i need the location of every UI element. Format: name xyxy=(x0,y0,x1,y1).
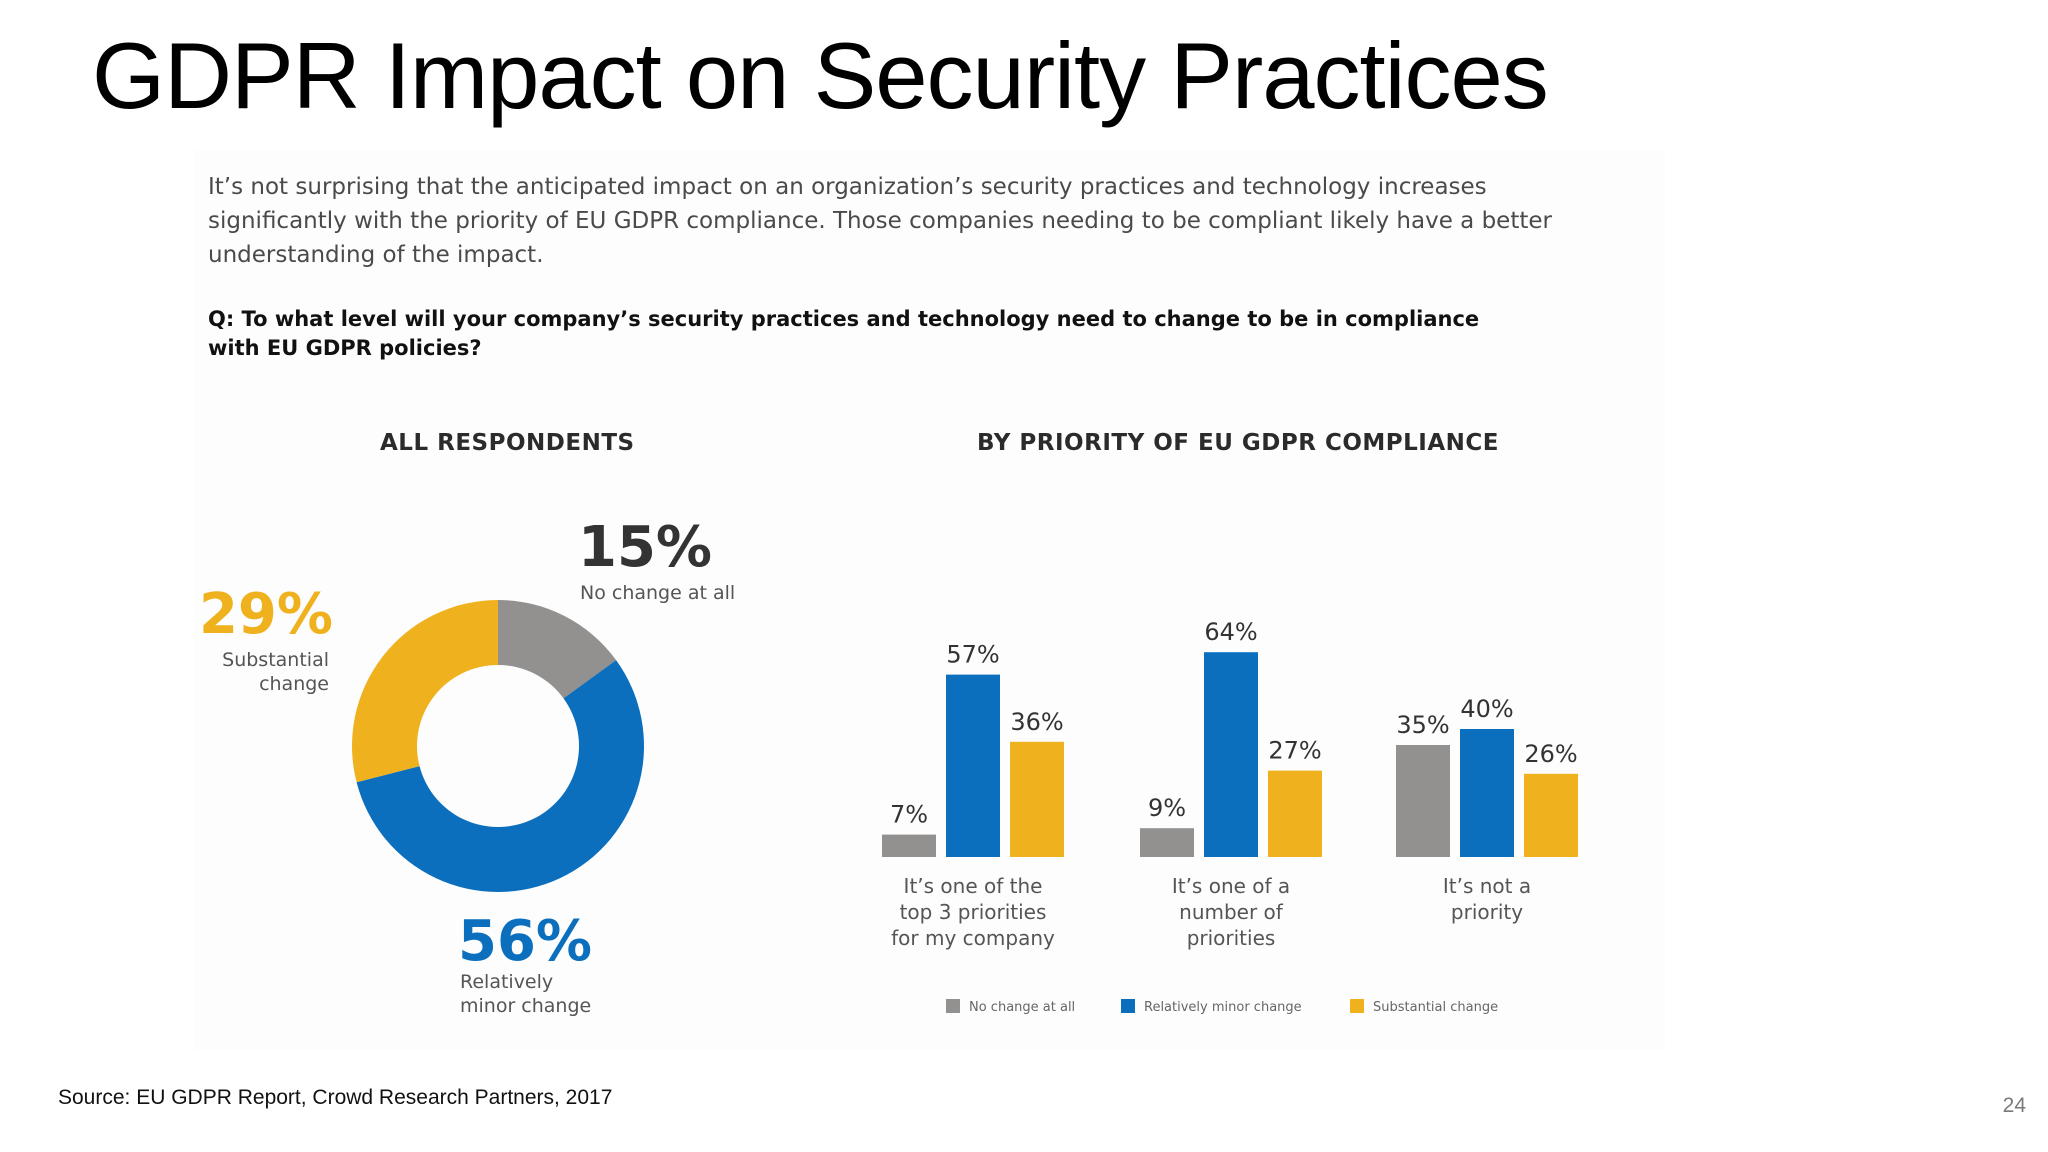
donut-value-label-substantial-change: 29% xyxy=(199,582,333,647)
bar-3-substantial-change xyxy=(1524,773,1578,857)
bar-value-label-1-substantial-change: 36% xyxy=(1010,708,1063,736)
source-citation: Source: EU GDPR Report, Crowd Research P… xyxy=(58,1086,613,1109)
bar-2-relatively-minor-change xyxy=(1204,652,1258,857)
slide-title: GDPR Impact on Security Practices xyxy=(92,23,1549,128)
donut-value-label-no-change-at-all: 15% xyxy=(578,515,712,580)
bar-category-label-1-line-1: It’s one of the xyxy=(904,874,1043,898)
donut-category-label-no-change-at-all-line-1: No change at all xyxy=(580,582,735,604)
bar-value-label-1-no-change-at-all: 7% xyxy=(890,801,928,829)
legend-swatch-substantial-change xyxy=(1350,999,1364,1013)
bar-2-no-change-at-all xyxy=(1140,828,1194,857)
bar-value-label-2-substantial-change: 27% xyxy=(1268,737,1321,765)
intro-paragraph: It’s not surprising that the anticipated… xyxy=(208,170,1628,272)
bar-3-relatively-minor-change xyxy=(1460,729,1514,857)
chart-panel xyxy=(195,150,1665,1050)
legend-swatch-no-change-at-all xyxy=(946,999,960,1013)
bar-chart-title: BY PRIORITY OF EU GDPR COMPLIANCE xyxy=(977,430,1499,456)
bar-1-relatively-minor-change xyxy=(946,674,1000,857)
legend-swatch-relatively-minor-change xyxy=(1121,999,1135,1013)
bar-1-no-change-at-all xyxy=(882,834,936,857)
bar-value-label-3-no-change-at-all: 35% xyxy=(1396,711,1449,739)
donut-category-label-relatively-minor-change-line-2: minor change xyxy=(460,995,591,1017)
page-number: 24 xyxy=(2002,1094,2026,1117)
legend-label-substantial-change: Substantial change xyxy=(1373,1000,1498,1015)
donut-category-label-relatively-minor-change-line-1: Relatively xyxy=(460,971,553,993)
question-text: Q: To what level will your company’s sec… xyxy=(208,307,1480,360)
bar-category-label-2-line-2: number of xyxy=(1179,900,1284,924)
bar-2-substantial-change xyxy=(1268,770,1322,857)
bar-value-label-3-substantial-change: 26% xyxy=(1524,740,1577,768)
bar-category-label-3-line-1: It’s not a xyxy=(1443,874,1531,898)
bar-value-label-3-relatively-minor-change: 40% xyxy=(1460,695,1513,723)
legend-label-no-change-at-all: No change at all xyxy=(969,1000,1075,1015)
bar-1-substantial-change xyxy=(1010,741,1064,857)
bar-value-label-2-no-change-at-all: 9% xyxy=(1148,794,1186,822)
bar-category-label-2-line-1: It’s one of a xyxy=(1172,874,1290,898)
bar-value-label-1-relatively-minor-change: 57% xyxy=(946,641,999,669)
legend-label-relatively-minor-change: Relatively minor change xyxy=(1144,1000,1302,1015)
bar-category-label-1-line-3: for my company xyxy=(891,926,1055,950)
donut-slice-no-change-at-all xyxy=(498,600,617,699)
donut-category-label-substantial-change-line-2: change xyxy=(259,673,329,695)
bar-value-label-2-relatively-minor-change: 64% xyxy=(1204,618,1257,646)
bar-category-label-2-line-3: priorities xyxy=(1187,926,1276,950)
survey-question: Q: To what level will your company’s sec… xyxy=(208,305,1508,363)
donut-slice-relatively-minor-change xyxy=(356,660,645,893)
bar-category-label-3-line-2: priority xyxy=(1451,900,1523,924)
bar-3-no-change-at-all xyxy=(1396,745,1450,857)
bar-category-label-1-line-2: top 3 priorities xyxy=(900,900,1047,924)
donut-category-label-substantial-change-line-1: Substantial xyxy=(222,649,329,671)
donut-value-label-relatively-minor-change: 56% xyxy=(458,909,592,974)
donut-chart-title: ALL RESPONDENTS xyxy=(380,430,635,456)
intro-text: It’s not surprising that the anticipated… xyxy=(208,174,1552,268)
donut-slice-substantial-change xyxy=(352,600,498,783)
